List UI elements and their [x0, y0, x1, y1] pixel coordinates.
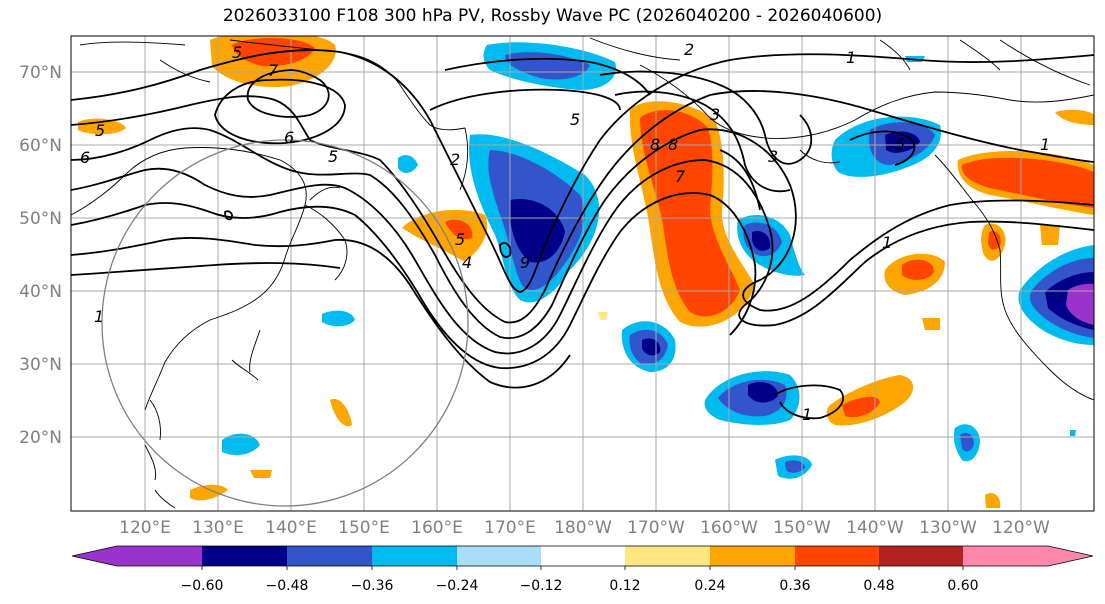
- contour-label: 6: [284, 128, 294, 147]
- colorbar-segment: [963, 546, 1048, 566]
- lon-label: 180°W: [554, 518, 612, 538]
- lat-label: 20°N: [19, 428, 62, 448]
- contour-label: 5: [328, 147, 338, 166]
- colorbar-segment: [879, 546, 963, 566]
- contour-label: 1: [1040, 135, 1050, 154]
- colorbar-segment: [625, 546, 710, 566]
- lon-label: 160°E: [411, 518, 463, 538]
- colorbar-segment: [117, 546, 202, 566]
- map-frame: [70, 35, 1095, 512]
- colorbar-segment: [541, 546, 625, 566]
- longitude-axis: 120°E 130°E 140°E 150°E 160°E 170°E 180°…: [119, 518, 1050, 538]
- contour-label: 7: [268, 61, 279, 80]
- colorbar-segment: [457, 546, 541, 566]
- colorbar-segment: [795, 546, 879, 566]
- contour-label: 8: [650, 135, 660, 154]
- colorbar: −0.60 −0.48 −0.36 −0.24 −0.12 0.12 0.24 …: [71, 545, 1094, 594]
- colorbar-segment: [710, 546, 795, 566]
- colorbar-tick-label: −0.60: [181, 578, 224, 594]
- contour-label: 1: [94, 307, 104, 326]
- colorbar-tick-label: −0.24: [436, 578, 479, 594]
- contour-label: 3: [710, 105, 720, 124]
- contour-label: 6: [80, 148, 90, 167]
- colorbar-tick-label: 0.24: [694, 578, 725, 594]
- latitude-axis: 70°N 60°N 50°N 40°N 30°N 20°N: [19, 63, 62, 448]
- contour-label: 5: [895, 135, 905, 154]
- contour-label: 2: [450, 150, 460, 169]
- colorbar-tick-label: −0.36: [351, 578, 394, 594]
- contour-label: 4: [462, 253, 472, 272]
- colorbar-tick-label: −0.48: [266, 578, 309, 594]
- colorbar-tick-label: 0.12: [609, 578, 640, 594]
- lon-label: 120°E: [119, 518, 171, 538]
- contour-label: 8: [668, 135, 678, 154]
- lon-label: 150°E: [338, 518, 390, 538]
- contour-label: 5: [570, 110, 580, 129]
- colorbar-segment: [72, 546, 117, 566]
- contour-label: 1: [846, 48, 856, 67]
- contour-label: 9: [520, 253, 530, 272]
- radius-circle: [101, 139, 469, 507]
- lon-label: 140°E: [265, 518, 317, 538]
- pv-contours: [71, 49, 1094, 420]
- contour-labels: 2 1 1 1 1 5 6 5 5 5 7 5 8 6 8 3 5 7 9 2 …: [80, 40, 1050, 424]
- lat-label: 50°N: [19, 209, 62, 229]
- lon-label: 130°W: [919, 518, 977, 538]
- colorbar-segment: [1048, 546, 1093, 566]
- colorbar-tick-label: 0.48: [863, 578, 894, 594]
- map-title: 2026033100 F108 300 hPa PV, Rossby Wave …: [222, 6, 883, 26]
- contour-label: 3: [768, 147, 778, 166]
- colorbar-tick-label: 0.60: [947, 578, 978, 594]
- lon-label: 140°W: [846, 518, 904, 538]
- map-panel: 2 1 1 1 1 5 6 5 5 5 7 5 8 6 8 3 5 7 9 2 …: [71, 36, 1094, 511]
- contour-label: 5: [95, 121, 105, 140]
- lon-label: 170°E: [484, 518, 536, 538]
- lon-label: 130°E: [192, 518, 244, 538]
- lon-label: 150°W: [773, 518, 831, 538]
- lat-label: 60°N: [19, 136, 62, 156]
- colorbar-segment: [372, 546, 457, 566]
- lat-label: 70°N: [19, 63, 62, 83]
- colorbar-tick-label: −0.12: [520, 578, 563, 594]
- contour-label: 1: [802, 405, 812, 424]
- lat-label: 40°N: [19, 282, 62, 302]
- contour-label: 7: [675, 167, 686, 186]
- colorbar-tick-label: 0.36: [779, 578, 810, 594]
- contour-label: 1: [882, 233, 892, 252]
- contour-label: 5: [455, 230, 465, 249]
- colorbar-segment: [287, 546, 372, 566]
- coastlines: [71, 37, 1094, 509]
- lon-label: 170°W: [627, 518, 685, 538]
- lon-label: 120°W: [992, 518, 1050, 538]
- contour-label: 5: [232, 43, 242, 62]
- lat-label: 30°N: [19, 355, 62, 375]
- colorbar-segment: [202, 546, 287, 566]
- contour-label: 2: [684, 40, 694, 59]
- lon-label: 160°W: [700, 518, 758, 538]
